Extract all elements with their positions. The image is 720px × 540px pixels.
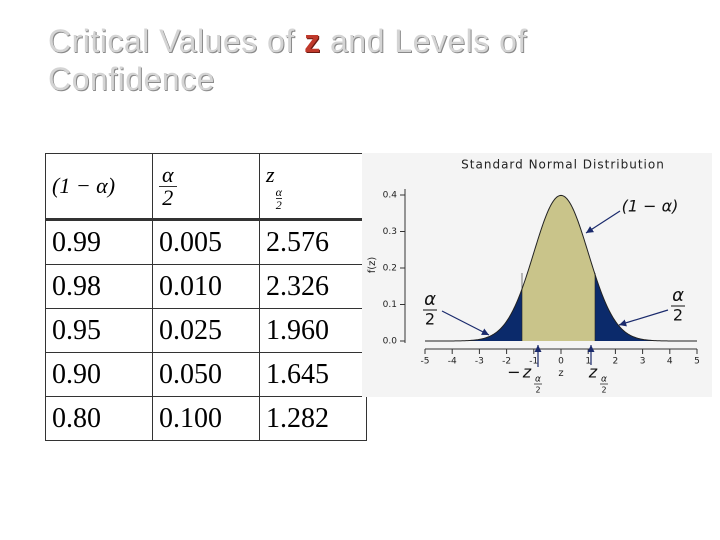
x-tick-label: -3	[475, 357, 484, 367]
denominator: 2	[275, 197, 282, 212]
tail-left-denominator: 2	[425, 310, 435, 329]
table-cell: 0.010	[152, 264, 260, 309]
critical-sub-denominator: 2	[535, 386, 540, 395]
table-cell: 2.576	[259, 219, 367, 265]
critical-symbol: z	[522, 363, 532, 382]
header-text: (1 − α)	[52, 173, 116, 198]
y-axis-label: f(z)	[367, 257, 378, 274]
x-tick-label: -2	[502, 357, 511, 367]
y-tick-label: 0.2	[383, 264, 397, 274]
title-variable: z	[304, 23, 321, 59]
annotation-center: (1 − α)	[622, 197, 679, 216]
x-tick-label: 4	[667, 357, 673, 367]
x-tick-label: 3	[640, 357, 646, 367]
table-cell: 1.960	[259, 308, 367, 353]
tail-left-numerator: α	[424, 289, 436, 310]
table-cell: 2.326	[259, 264, 367, 309]
table-body: 0.99 0.005 2.576 0.98 0.010 2.326 0.95 0.025 1.9…	[45, 219, 367, 441]
numerator: α	[159, 163, 177, 187]
title-text: and Levels of Confidence	[48, 23, 527, 97]
x-tick-label: -4	[448, 357, 457, 367]
critical-symbol: z	[588, 363, 598, 382]
table-cell: 0.050	[152, 352, 260, 397]
x-tick-label: -5	[421, 357, 430, 367]
title-text: Critical Values of	[48, 23, 305, 59]
x-tick-label: 5	[694, 357, 700, 367]
tail-right-denominator: 2	[673, 306, 683, 325]
density-curve	[425, 194, 697, 342]
arrow	[618, 309, 669, 327]
table-row: 0.95 0.025 1.960	[45, 308, 367, 353]
table-cell: 0.98	[45, 264, 153, 309]
x-tick-label: 0	[558, 357, 564, 367]
header-cell: (1 − α)	[45, 153, 153, 221]
y-tick-label: 0.1	[383, 300, 397, 310]
symbol: z	[266, 161, 275, 187]
critical-sub-denominator: 2	[601, 386, 606, 395]
tail-right-numerator: α	[672, 285, 684, 306]
arrow	[441, 310, 490, 336]
table-cell: 0.025	[152, 308, 260, 353]
table-cell: 0.90	[45, 352, 153, 397]
x-tick-label: 2	[613, 357, 619, 367]
slide-title: Critical Values of z and Levels of Confi…	[48, 22, 628, 98]
table-cell: 0.100	[152, 396, 260, 441]
table-row: 0.99 0.005 2.576	[45, 219, 367, 265]
y-tick-label: 0.3	[383, 227, 397, 237]
x-tick-label: 1	[585, 357, 591, 367]
table-cell: 0.99	[45, 219, 153, 265]
numerator: α	[275, 184, 282, 199]
y-tick-label: 0.0	[383, 337, 398, 347]
table-cell: 1.645	[259, 352, 367, 397]
x-axis-label: z	[558, 368, 563, 379]
y-tick-label: 0.4	[383, 191, 398, 201]
critical-sub-numerator: α	[535, 375, 541, 385]
table-cell: 1.282	[259, 396, 367, 441]
x-tick-label: -1	[529, 357, 538, 367]
table-row: 0.80 0.100 1.282	[45, 396, 367, 441]
denominator: 2	[162, 184, 174, 210]
arrow	[585, 210, 621, 234]
table-row: 0.98 0.010 2.326	[45, 264, 367, 309]
center-area	[522, 195, 595, 341]
chart-title: Standard Normal Distribution	[461, 158, 665, 172]
critical-sign: −	[507, 363, 520, 382]
critical-sub-numerator: α	[601, 375, 607, 385]
table-row: 0.90 0.050 1.645	[45, 352, 367, 397]
plot: 0.0 0.1 0.2 0.3 0.4 -5 -4 -3 -2 -1 0 1 2 3 4 5 z (1 − α) α…	[383, 189, 700, 395]
table-cell: 0.80	[45, 396, 153, 441]
normal-chart: Standard Normal Distribution f(z) 0.0 0.1…	[362, 153, 712, 397]
table-cell: 0.95	[45, 308, 153, 353]
table-cell: 0.005	[152, 219, 260, 265]
